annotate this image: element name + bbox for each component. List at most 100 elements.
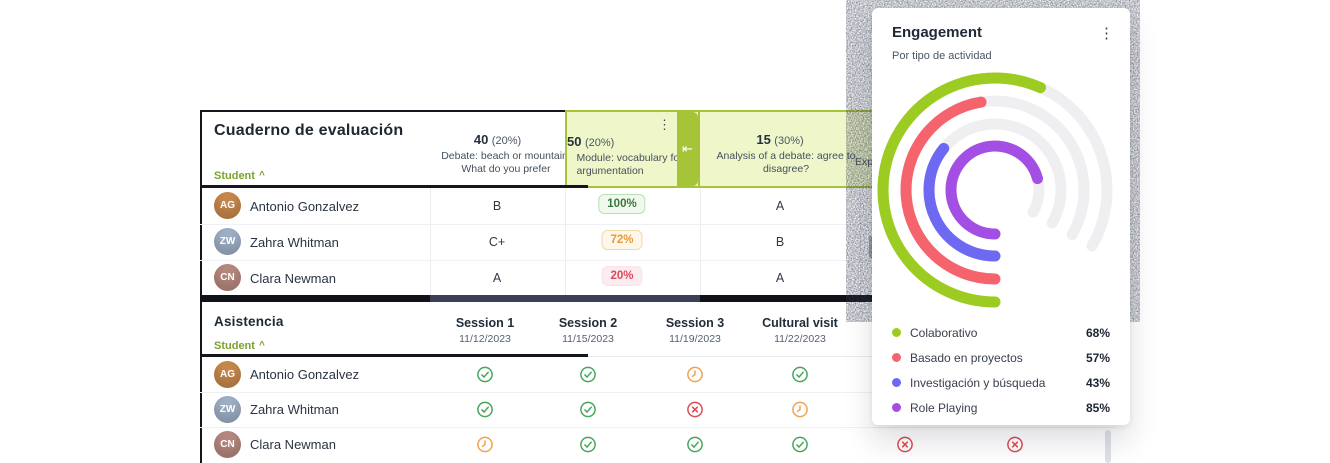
session-label: Cultural visit — [762, 316, 838, 330]
engagement-subtitle: Por tipo de actividad — [892, 50, 992, 62]
gradebook-row: ZW Zahra Whitman C+ 72% B — [200, 224, 1115, 260]
late-clock-icon[interactable] — [792, 401, 809, 418]
grade-cell[interactable]: C+ — [488, 235, 506, 249]
legend-value: 43% — [1085, 375, 1110, 390]
legend-dot — [892, 378, 901, 387]
grade-cell[interactable]: A — [775, 199, 785, 213]
late-clock-icon[interactable] — [477, 436, 494, 453]
engagement-legend: Colaborativo 68% Basado en proyectos 57% Inv… — [892, 320, 1110, 420]
absent-cross-icon[interactable] — [897, 436, 914, 453]
avatar: ZW — [214, 396, 241, 423]
gradebook-column-header[interactable]: 40 (20%) Debate: beach or mountain. What … — [430, 110, 571, 188]
legend-dot — [892, 353, 901, 362]
engagement-kebab-icon[interactable]: ⋮ — [1099, 25, 1114, 42]
session-column-header[interactable]: Session 2 11/15/2023 — [528, 302, 648, 345]
legend-value: 85% — [1085, 400, 1110, 415]
legend-item: Investigación y búsqueda 43% — [892, 370, 1110, 395]
student-sort-header[interactable]: Student ^ — [214, 166, 265, 184]
horizontal-scrollbar[interactable] — [200, 295, 878, 302]
student-sort-label: Student — [214, 170, 255, 182]
session-column-header[interactable]: Cultural visit 11/22/2023 — [740, 302, 860, 345]
present-check-icon[interactable] — [477, 366, 494, 383]
column-subtitle: Analysis of a debate: agree to disagree? — [716, 150, 856, 175]
score-badge[interactable]: 100% — [598, 194, 646, 214]
score-cell: 72% — [601, 230, 643, 250]
gradebook-column-header[interactable]: 15 (30%) Analysis of a debate: agree to d… — [700, 110, 860, 188]
legend-dot — [892, 328, 901, 337]
present-check-icon[interactable] — [792, 436, 809, 453]
student-sort-header[interactable]: Student ^ — [214, 336, 265, 354]
gradebook-row: AG Antonio Gonzalvez B 100% A — [200, 188, 1115, 224]
present-check-icon[interactable] — [580, 436, 597, 453]
session-date: 11/15/2023 — [562, 333, 614, 345]
highlighted-header-band-border — [565, 186, 1115, 188]
student-name: Antonio Gonzalvez — [250, 199, 360, 214]
attendance-row: AG Antonio Gonzalvez — [200, 357, 1115, 392]
avatar: ZW — [214, 228, 241, 255]
score-cell: 100% — [598, 194, 646, 214]
legend-dot — [892, 403, 901, 412]
header-separator — [588, 356, 1115, 357]
avatar: CN — [214, 431, 241, 458]
session-date: 11/22/2023 — [774, 333, 826, 345]
collapse-column-tab[interactable]: ⇤ — [677, 112, 698, 186]
present-check-icon[interactable] — [477, 401, 494, 418]
student-column-underline — [200, 185, 588, 188]
session-column-header[interactable]: Session 3 11/19/2023 — [635, 302, 755, 345]
session-date: 11/12/2023 — [459, 333, 511, 345]
grade-cell[interactable]: A — [492, 271, 502, 285]
attendance-row: CN Clara Newman — [200, 427, 1115, 462]
session-column-header[interactable]: Session 1 11/12/2023 — [425, 302, 545, 345]
student-name: Zahra Whitman — [250, 402, 339, 417]
score-badge[interactable]: 20% — [601, 266, 643, 286]
engagement-card: Engagement ⋮ Por tipo de actividad Colab… — [872, 8, 1130, 425]
column-subtitle: Module: vocabulary for argumentation — [576, 152, 683, 177]
row-separator — [200, 260, 1115, 261]
present-check-icon[interactable] — [792, 366, 809, 383]
session-date: 11/19/2023 — [669, 333, 721, 345]
late-clock-icon[interactable] — [687, 366, 704, 383]
column-points: 40 (20%) — [473, 132, 522, 147]
collapse-left-icon: ⇤ — [682, 141, 693, 156]
present-check-icon[interactable] — [580, 401, 597, 418]
legend-item: Role Playing 85% — [892, 395, 1110, 420]
grade-cell[interactable]: B — [775, 235, 785, 249]
engagement-title: Engagement — [892, 24, 983, 41]
gradebook-row: CN Clara Newman A 20% A — [200, 260, 1115, 296]
activity-rings-chart — [877, 72, 1113, 308]
absent-cross-icon[interactable] — [687, 401, 704, 418]
column-points: 15 (30%) — [756, 132, 804, 147]
row-separator — [200, 224, 1115, 225]
ring-value-3 — [945, 140, 1043, 240]
horizontal-scrollbar-thumb[interactable] — [430, 295, 700, 302]
selected-column[interactable]: ⋮ ⇤ 50 (20%) Module: vocabulary for argum… — [565, 110, 700, 188]
student-name: Clara Newman — [250, 437, 336, 452]
column-separator — [700, 188, 701, 296]
card-border — [200, 110, 202, 301]
attendance-row: ZW Zahra Whitman — [200, 392, 1115, 427]
avatar: CN — [214, 264, 241, 291]
attendance-title: Asistencia — [214, 314, 284, 329]
legend-item: Colaborativo 68% — [892, 320, 1110, 345]
legend-label: Investigación y búsqueda — [910, 375, 1046, 390]
column-subtitle: Exp — [855, 156, 874, 168]
grade-cell[interactable]: B — [492, 199, 502, 213]
score-badge[interactable]: 72% — [601, 230, 643, 250]
row-separator — [200, 392, 1115, 393]
session-label: Session 3 — [665, 316, 725, 330]
present-check-icon[interactable] — [580, 366, 597, 383]
sort-asc-icon: ^ — [258, 340, 265, 351]
grade-cell[interactable]: A — [775, 271, 785, 285]
column-separator — [565, 188, 566, 296]
card-border — [200, 302, 202, 463]
present-check-icon[interactable] — [687, 436, 704, 453]
card-border — [200, 110, 565, 112]
legend-value: 68% — [1085, 325, 1110, 340]
attendance-vertical-scrollbar-thumb[interactable] — [1105, 430, 1111, 463]
sort-asc-icon: ^ — [258, 170, 265, 181]
absent-cross-icon[interactable] — [1007, 436, 1024, 453]
column-subtitle: Debate: beach or mountain. What do you p… — [441, 150, 571, 175]
column-kebab-icon[interactable]: ⋮ — [658, 117, 671, 132]
session-label: Session 1 — [455, 316, 515, 330]
